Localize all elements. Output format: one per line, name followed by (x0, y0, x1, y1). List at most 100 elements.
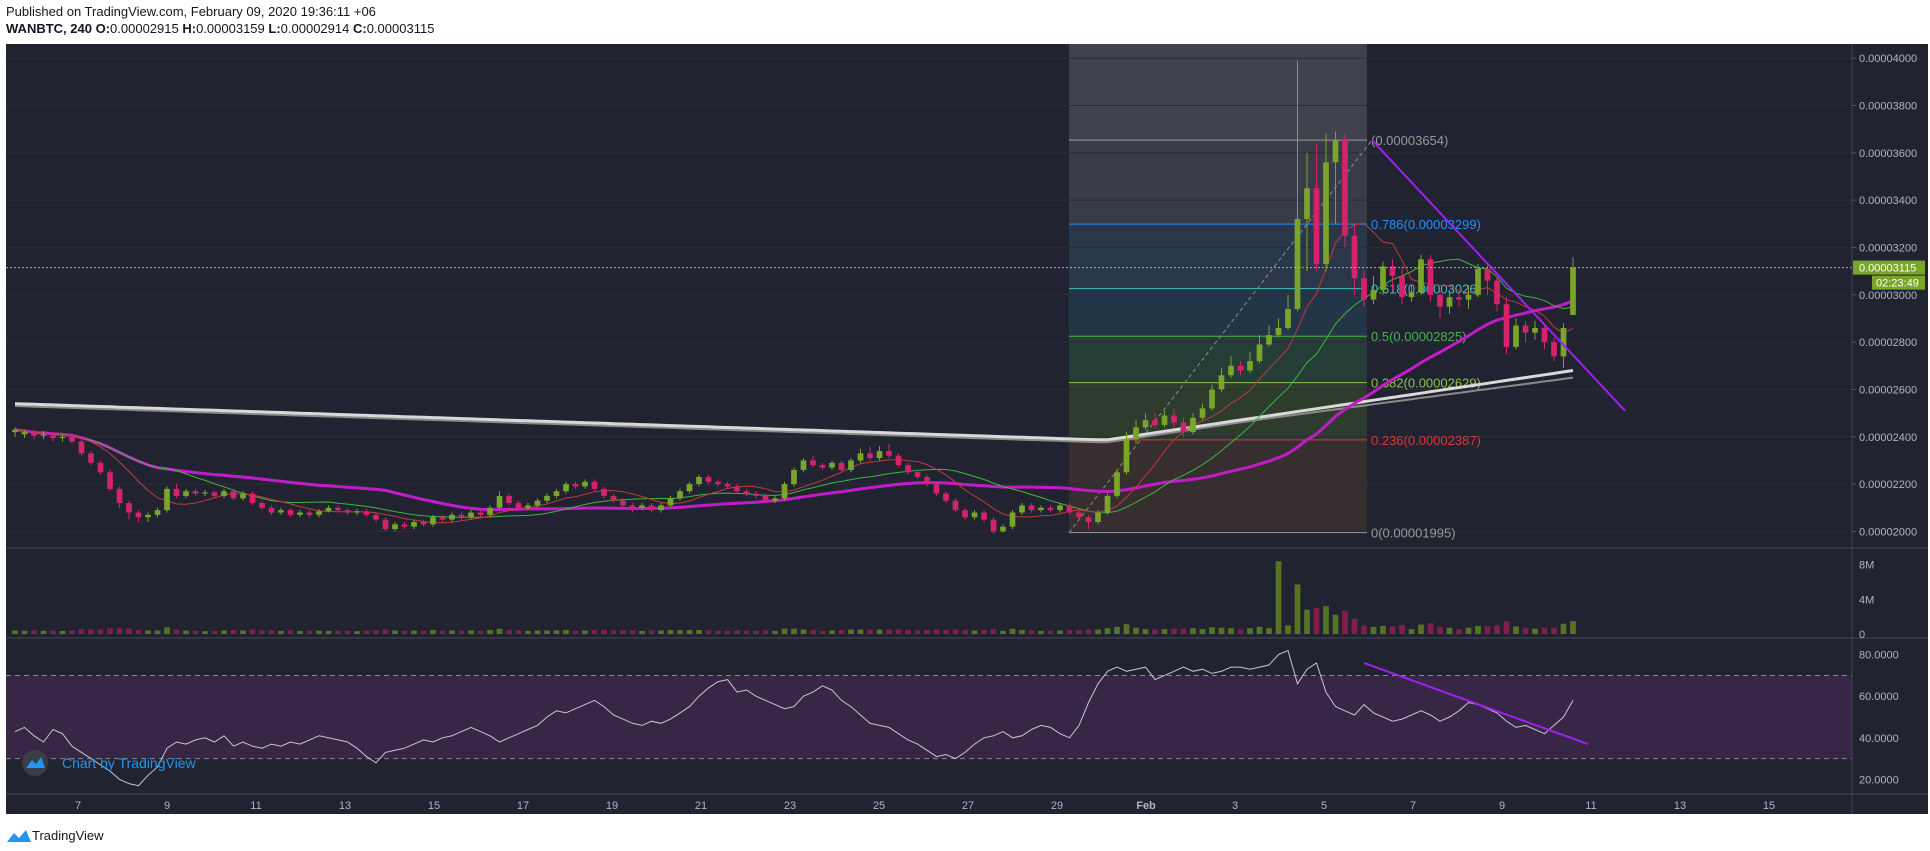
candle-body (164, 488, 170, 511)
countdown-label: 02:23:49 (1876, 278, 1919, 290)
candle-body (610, 495, 617, 501)
volume-bar (1513, 626, 1519, 634)
volume-bar (1256, 626, 1263, 634)
low-value: 0.00002914 (280, 21, 350, 36)
fib-label: 0.5(0.00002825) (1371, 329, 1466, 344)
candle-body (1570, 267, 1576, 315)
candle-body (667, 498, 674, 506)
volume-bar (202, 631, 208, 634)
volume-bar (1228, 628, 1234, 634)
candle-body (411, 521, 417, 527)
volume-bar (1551, 627, 1557, 634)
candle-body (620, 500, 626, 506)
volume-bar (1104, 628, 1111, 634)
candle-body (107, 472, 113, 489)
candle-body (544, 495, 550, 501)
volume-bar (1000, 630, 1006, 634)
volume-bar (40, 630, 47, 634)
candle-body (458, 514, 465, 518)
volume-bar (781, 628, 788, 634)
candle-body (12, 429, 18, 433)
volume-bar (164, 627, 170, 634)
volume-bar (211, 630, 218, 634)
price-axis-background (1852, 44, 1928, 814)
candle-body (696, 477, 702, 485)
candle-body (677, 491, 683, 499)
candle-body (762, 495, 769, 501)
price-axis-label: 0.00004000 (1859, 53, 1917, 65)
fib-label: 0(0.00001995) (1371, 526, 1456, 541)
time-axis-label: 11 (1585, 800, 1596, 812)
candle-body (981, 512, 987, 520)
candle-body (259, 503, 265, 508)
volume-bar (1522, 628, 1529, 634)
fib-band (1069, 288, 1367, 337)
candle-body (572, 484, 579, 487)
tradingview-logo-icon (7, 830, 31, 842)
volume-bar (1484, 626, 1491, 634)
candle-body (895, 455, 902, 466)
candle-body (781, 484, 788, 499)
volume-bar (1399, 625, 1405, 634)
candle-body (525, 505, 531, 508)
time-axis-label: 7 (75, 800, 81, 812)
volume-bar (563, 630, 569, 634)
candle-body (1247, 361, 1253, 371)
price-axis-label: 0.00003000 (1859, 290, 1917, 302)
volume-bar (1465, 627, 1472, 634)
volume-bar (344, 630, 351, 634)
candle-body (21, 432, 28, 435)
candle-body (829, 462, 835, 468)
candle-body (335, 507, 341, 511)
volume-bar (240, 630, 246, 634)
low-label: L: (268, 21, 281, 36)
candle-body (924, 477, 930, 485)
candle-body (791, 469, 797, 485)
volume-bar (268, 630, 275, 634)
candle-body (420, 521, 427, 525)
volume-bar (525, 630, 531, 634)
candle-body (1513, 325, 1519, 347)
candle-body (1171, 415, 1177, 423)
candle-body (1475, 268, 1481, 295)
watermark[interactable]: Chart by TradingView (22, 750, 196, 776)
volume-bar (1313, 607, 1320, 634)
volume-bar (1541, 627, 1548, 634)
candle-body (1019, 505, 1025, 513)
price-axis-label: 0.00003600 (1859, 148, 1917, 160)
candle-body (1114, 472, 1120, 496)
volume-bar (819, 630, 826, 634)
candle-body (487, 507, 493, 515)
volume-bar (230, 630, 237, 634)
candle-body (31, 432, 37, 436)
time-axis-label: 17 (517, 800, 529, 812)
volume-bar (183, 630, 189, 634)
volume-bar (1427, 623, 1434, 634)
volume-bar (145, 630, 151, 634)
volume-bar (411, 630, 417, 634)
volume-bar (1560, 623, 1567, 634)
time-axis-label: 11 (250, 800, 261, 812)
time-axis-label: 15 (428, 800, 440, 812)
candle-body (943, 493, 949, 501)
trading-chart[interactable]: (0.00003654) 0.786(0.00003299) 0.618(0.000… (0, 0, 1930, 822)
volume-bar (135, 630, 142, 634)
volume-bar (1285, 625, 1291, 634)
volume-bar (686, 630, 693, 634)
volume-bar (705, 630, 712, 634)
time-axis-label: 13 (339, 800, 351, 812)
candle-body (154, 510, 161, 515)
candle-body (962, 510, 968, 518)
candle-body (819, 465, 826, 468)
last-price-label: 0.00003115 (1859, 263, 1916, 275)
volume-bar (1009, 628, 1016, 634)
candle-body (287, 510, 294, 515)
volume-bar (905, 630, 911, 634)
time-axis-label: 13 (1674, 800, 1686, 812)
candle-body (449, 514, 455, 520)
candle-body (1161, 415, 1168, 425)
volume-bar (601, 630, 607, 634)
time-axis-label: Feb (1136, 800, 1156, 812)
volume-bar (1209, 627, 1215, 634)
volume-bar (373, 630, 379, 634)
